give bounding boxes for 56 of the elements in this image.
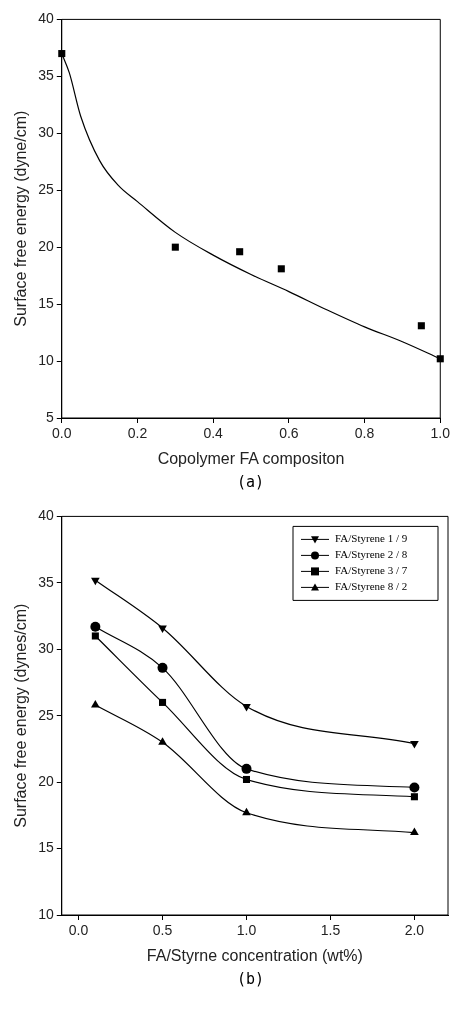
x-tick-label: 2.0 [404, 922, 425, 939]
x-tick-label: 0.0 [52, 425, 72, 442]
text: (a) [235, 473, 266, 491]
x-tick-label: 1.0 [236, 922, 257, 939]
point [236, 248, 244, 256]
x-tick-label: 0.8 [354, 425, 375, 442]
legend-label: FA/Styrene 2 / 8 [335, 548, 408, 561]
point [417, 322, 425, 330]
point [91, 632, 99, 640]
x-axis-title: Copolymer FA compositon [157, 449, 345, 467]
y-tick-label: 10 [38, 351, 54, 368]
x-tick-label: 1.5 [320, 922, 341, 939]
x-tick-label: 0.0 [68, 922, 89, 939]
legend-label: FA/Styrene 1 / 9 [335, 532, 408, 545]
legend-label: FA/Styrene 8 / 2 [335, 580, 408, 593]
x-tick-label: 0.5 [152, 922, 173, 939]
y-axis-title: Surface free energy (dyne/cm) [12, 110, 30, 327]
x-tick-label: 0.6 [279, 425, 299, 442]
y-tick-label: 5 [45, 408, 54, 425]
point [91, 577, 100, 586]
x-tick-label: 0.2 [127, 425, 148, 442]
y-tick-label: 25 [38, 706, 54, 723]
point [242, 775, 251, 784]
y-tick-label: 35 [38, 573, 54, 590]
point [171, 243, 179, 251]
point [242, 807, 251, 816]
y-tick-label: 10 [38, 905, 54, 922]
y-tick-label: 40 [38, 10, 54, 27]
point [157, 662, 168, 673]
y-tick-label: 30 [38, 640, 54, 657]
point [409, 782, 420, 793]
legend-label: FA/Styrene 3 / 7 [335, 564, 408, 577]
y-tick-label: 40 [38, 507, 54, 524]
y-tick-label: 25 [38, 181, 54, 198]
point [91, 700, 100, 708]
point [410, 827, 419, 836]
point [242, 703, 251, 712]
y-tick-label: 35 [38, 67, 54, 84]
x-tick-label: 0.4 [203, 425, 224, 442]
point [158, 698, 167, 706]
point [158, 737, 167, 745]
y-tick-label: 15 [38, 294, 54, 311]
y-axis-title: Surface free energy (dynes/cm) [12, 603, 30, 828]
point [90, 621, 101, 632]
x-tick-label: 1.0 [430, 425, 451, 442]
y-tick-label: 15 [38, 839, 54, 856]
point [277, 265, 285, 273]
point [410, 793, 418, 801]
point [410, 741, 419, 749]
text: (b) [235, 970, 266, 988]
y-tick-label: 20 [38, 238, 54, 255]
point [158, 625, 167, 634]
point [241, 763, 252, 774]
x-axis-title: FA/Styrne concentration (wt%) [146, 946, 363, 964]
y-tick-label: 30 [38, 124, 54, 141]
y-tick-label: 20 [38, 772, 54, 789]
